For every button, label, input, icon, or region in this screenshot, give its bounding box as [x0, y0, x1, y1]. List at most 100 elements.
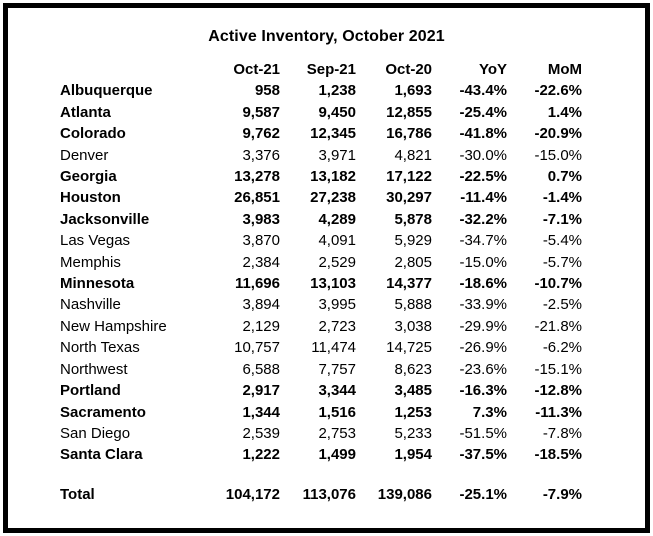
cell-mom: -20.9% [534, 125, 582, 143]
cell-sep21: 113,076 [302, 485, 356, 503]
row-label: Memphis [60, 253, 121, 271]
cell-sep21: 13,182 [310, 168, 356, 186]
cell-sep21: 2,753 [318, 424, 356, 442]
cell-yoy: -11.4% [460, 189, 507, 207]
cell-filler [582, 209, 645, 230]
row-label: Minnesota [60, 275, 135, 293]
table-row: Memphis 2,384 2,529 2,805 -15.0% -5.7% [8, 252, 645, 273]
cell-mom: -7.9% [542, 485, 582, 503]
cell-yoy: -23.6% [459, 360, 507, 378]
header-mom: MoM [547, 61, 582, 78]
cell-sep21: 3,971 [318, 146, 356, 164]
row-label: Albuquerque [60, 82, 153, 100]
table-row: Nashville 3,894 3,995 5,888 -33.9% -2.5% [8, 294, 645, 315]
cell-mom: -5.4% [542, 232, 582, 250]
table-row: Colorado 9,762 12,345 16,786 -41.8% -20.9% [8, 123, 645, 144]
cell-oct21: 9,587 [242, 103, 280, 121]
table-row: Minnesota 11,696 13,103 14,377 -18.6% -10.7% [8, 273, 645, 294]
cell-oct20: 16,786 [386, 125, 432, 143]
row-label: Denver [60, 146, 109, 164]
table-row: Jacksonville 3,983 4,289 5,878 -32.2% -7.1% [8, 209, 645, 230]
row-label: Sacramento [60, 403, 146, 421]
cell-mom: -5.7% [542, 253, 582, 271]
table-row: Sacramento 1,344 1,516 1,253 7.3% -11.3% [8, 402, 645, 423]
cell-oct20: 5,878 [394, 210, 432, 228]
cell-filler [582, 316, 645, 337]
row-label: San Diego [60, 424, 131, 442]
cell-yoy: -16.3% [459, 382, 507, 400]
total-row: Total 104,172 113,076 139,086 -25.1% -7.9% [8, 484, 645, 505]
header-label [8, 59, 220, 80]
cell-oct20: 3,485 [394, 382, 432, 400]
cell-sep21: 1,499 [318, 446, 356, 464]
table-body: Albuquerque 958 1,238 1,693 -43.4% -22.6% Atla… [8, 80, 645, 505]
cell-oct20: 1,253 [394, 403, 432, 421]
cell-yoy: -43.4% [459, 82, 507, 100]
cell-filler [582, 230, 645, 251]
cell-filler [582, 123, 645, 144]
cell-mom: -12.8% [534, 382, 582, 400]
cell-sep21: 3,344 [318, 382, 356, 400]
cell-yoy: -25.4% [459, 103, 507, 121]
cell-oct20: 17,122 [386, 168, 432, 186]
row-label: Jacksonville [60, 210, 150, 228]
cell-yoy: -18.6% [459, 275, 507, 293]
cell-oct21: 11,696 [234, 275, 280, 293]
table-row: San Diego 2,539 2,753 5,233 -51.5% -7.8% [8, 423, 645, 444]
cell-mom: -7.1% [542, 210, 582, 228]
cell-mom: -10.7% [534, 275, 582, 293]
cell-mom: -15.1% [534, 360, 582, 378]
total-label: Total [60, 485, 95, 503]
cell-sep21: 7,757 [318, 360, 356, 378]
table-row: Denver 3,376 3,971 4,821 -30.0% -15.0% [8, 145, 645, 166]
cell-filler [582, 187, 645, 208]
cell-yoy: -30.0% [459, 146, 507, 164]
row-label: New Hampshire [60, 317, 167, 335]
cell-sep21: 4,289 [318, 210, 356, 228]
spacer-row [8, 466, 645, 484]
cell-oct21: 2,539 [242, 424, 280, 442]
cell-filler [582, 444, 645, 465]
header-sep21: Sep-21 [306, 61, 356, 78]
row-label: Santa Clara [60, 446, 143, 464]
cell-oct21: 3,870 [242, 232, 280, 250]
cell-yoy: -33.9% [459, 296, 507, 314]
inventory-table: Oct-21 Sep-21 Oct-20 YoY MoM Albuquerque 958 1… [8, 59, 645, 505]
cell-sep21: 1,516 [318, 403, 356, 421]
cell-mom: 0.7% [547, 168, 582, 186]
cell-mom: -1.4% [542, 189, 582, 207]
cell-oct21: 958 [254, 82, 280, 100]
cell-filler [582, 166, 645, 187]
table-row: Las Vegas 3,870 4,091 5,929 -34.7% -5.4% [8, 230, 645, 251]
cell-oct20: 14,725 [386, 339, 432, 357]
cell-oct21: 13,278 [234, 168, 280, 186]
cell-yoy: -37.5% [459, 446, 507, 464]
cell-oct21: 26,851 [234, 189, 280, 207]
cell-mom: -15.0% [534, 146, 582, 164]
cell-sep21: 9,450 [318, 103, 356, 121]
cell-oct21: 1,222 [242, 446, 280, 464]
cell-filler [582, 294, 645, 315]
cell-yoy: -29.9% [459, 317, 507, 335]
table-row: Atlanta 9,587 9,450 12,855 -25.4% 1.4% [8, 102, 645, 123]
cell-mom: 1.4% [547, 103, 582, 121]
table-row: Albuquerque 958 1,238 1,693 -43.4% -22.6% [8, 80, 645, 101]
cell-sep21: 2,723 [318, 317, 356, 335]
cell-yoy: -25.1% [459, 485, 507, 503]
cell-mom: -11.3% [535, 403, 582, 421]
cell-oct21: 3,894 [242, 296, 280, 314]
row-label: Northwest [60, 360, 128, 378]
cell-oct20: 5,888 [394, 296, 432, 314]
cell-mom: -18.5% [534, 446, 582, 464]
cell-oct20: 14,377 [386, 275, 432, 293]
cell-yoy: -15.0% [459, 253, 507, 271]
cell-oct21: 2,384 [242, 253, 280, 271]
cell-oct21: 10,757 [234, 339, 280, 357]
cell-oct20: 8,623 [394, 360, 432, 378]
cell-oct20: 5,929 [394, 232, 432, 250]
cell-sep21: 12,345 [310, 125, 356, 143]
table-row: North Texas 10,757 11,474 14,725 -26.9% -6.2% [8, 337, 645, 358]
row-label: Atlanta [60, 103, 111, 121]
cell-mom: -21.8% [534, 317, 582, 335]
